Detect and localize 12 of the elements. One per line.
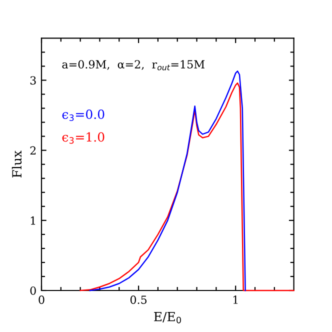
y-tick-label: 0 — [30, 286, 36, 295]
y-tick-label: 3 — [30, 76, 36, 85]
x-tick-label: 1 — [233, 296, 238, 304]
text: ϵ$_{3}$=0.0 — [62, 110, 104, 121]
y-axis-title: Flux — [12, 150, 22, 178]
text: ϵ$_{3}$=1.0 — [62, 132, 104, 144]
y-tick-label: 1 — [30, 216, 36, 225]
annotation: a=0.9M, α=2, r$_{out}$=15M — [62, 60, 204, 70]
y-tick-label: 2 — [30, 146, 36, 155]
x-axis-title: E/E$_{0}$ — [154, 312, 181, 324]
x-tick-label: 0.5 — [130, 296, 147, 304]
x-tick-label: 0 — [38, 296, 44, 304]
